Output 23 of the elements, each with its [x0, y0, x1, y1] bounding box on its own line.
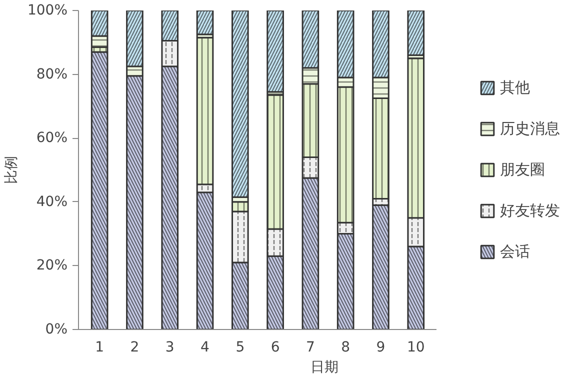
legend-label: 好友转发	[500, 201, 560, 220]
y-tick-label: 0%	[45, 322, 68, 338]
x-tick-label: 1	[95, 340, 104, 356]
x-tick-label: 6	[270, 340, 280, 356]
y-tick-label: 20%	[36, 258, 68, 274]
y-tick-label: 40%	[36, 194, 68, 210]
legend-label: 其他	[500, 78, 530, 97]
x-tick-label: 8	[341, 340, 350, 356]
x-tick-label: 3	[165, 340, 174, 356]
x-tick-label: 5	[236, 340, 245, 356]
legend-label: 会话	[500, 242, 530, 261]
y-tick-label: 80%	[36, 66, 68, 82]
x-tick-label: 9	[376, 340, 386, 356]
x-tick-label: 4	[200, 340, 210, 356]
y-axis-title: 比例	[3, 156, 20, 184]
x-tick-label: 10	[406, 340, 425, 356]
x-axis-title: 日期	[310, 360, 338, 376]
y-tick-label: 100%	[27, 2, 68, 18]
y-tick-label: 60%	[36, 130, 68, 146]
legend-label: 朋友圈	[500, 160, 545, 179]
x-tick-label: 2	[130, 340, 140, 356]
x-tick-label: 7	[306, 340, 315, 356]
legend-label: 历史消息	[500, 119, 560, 138]
